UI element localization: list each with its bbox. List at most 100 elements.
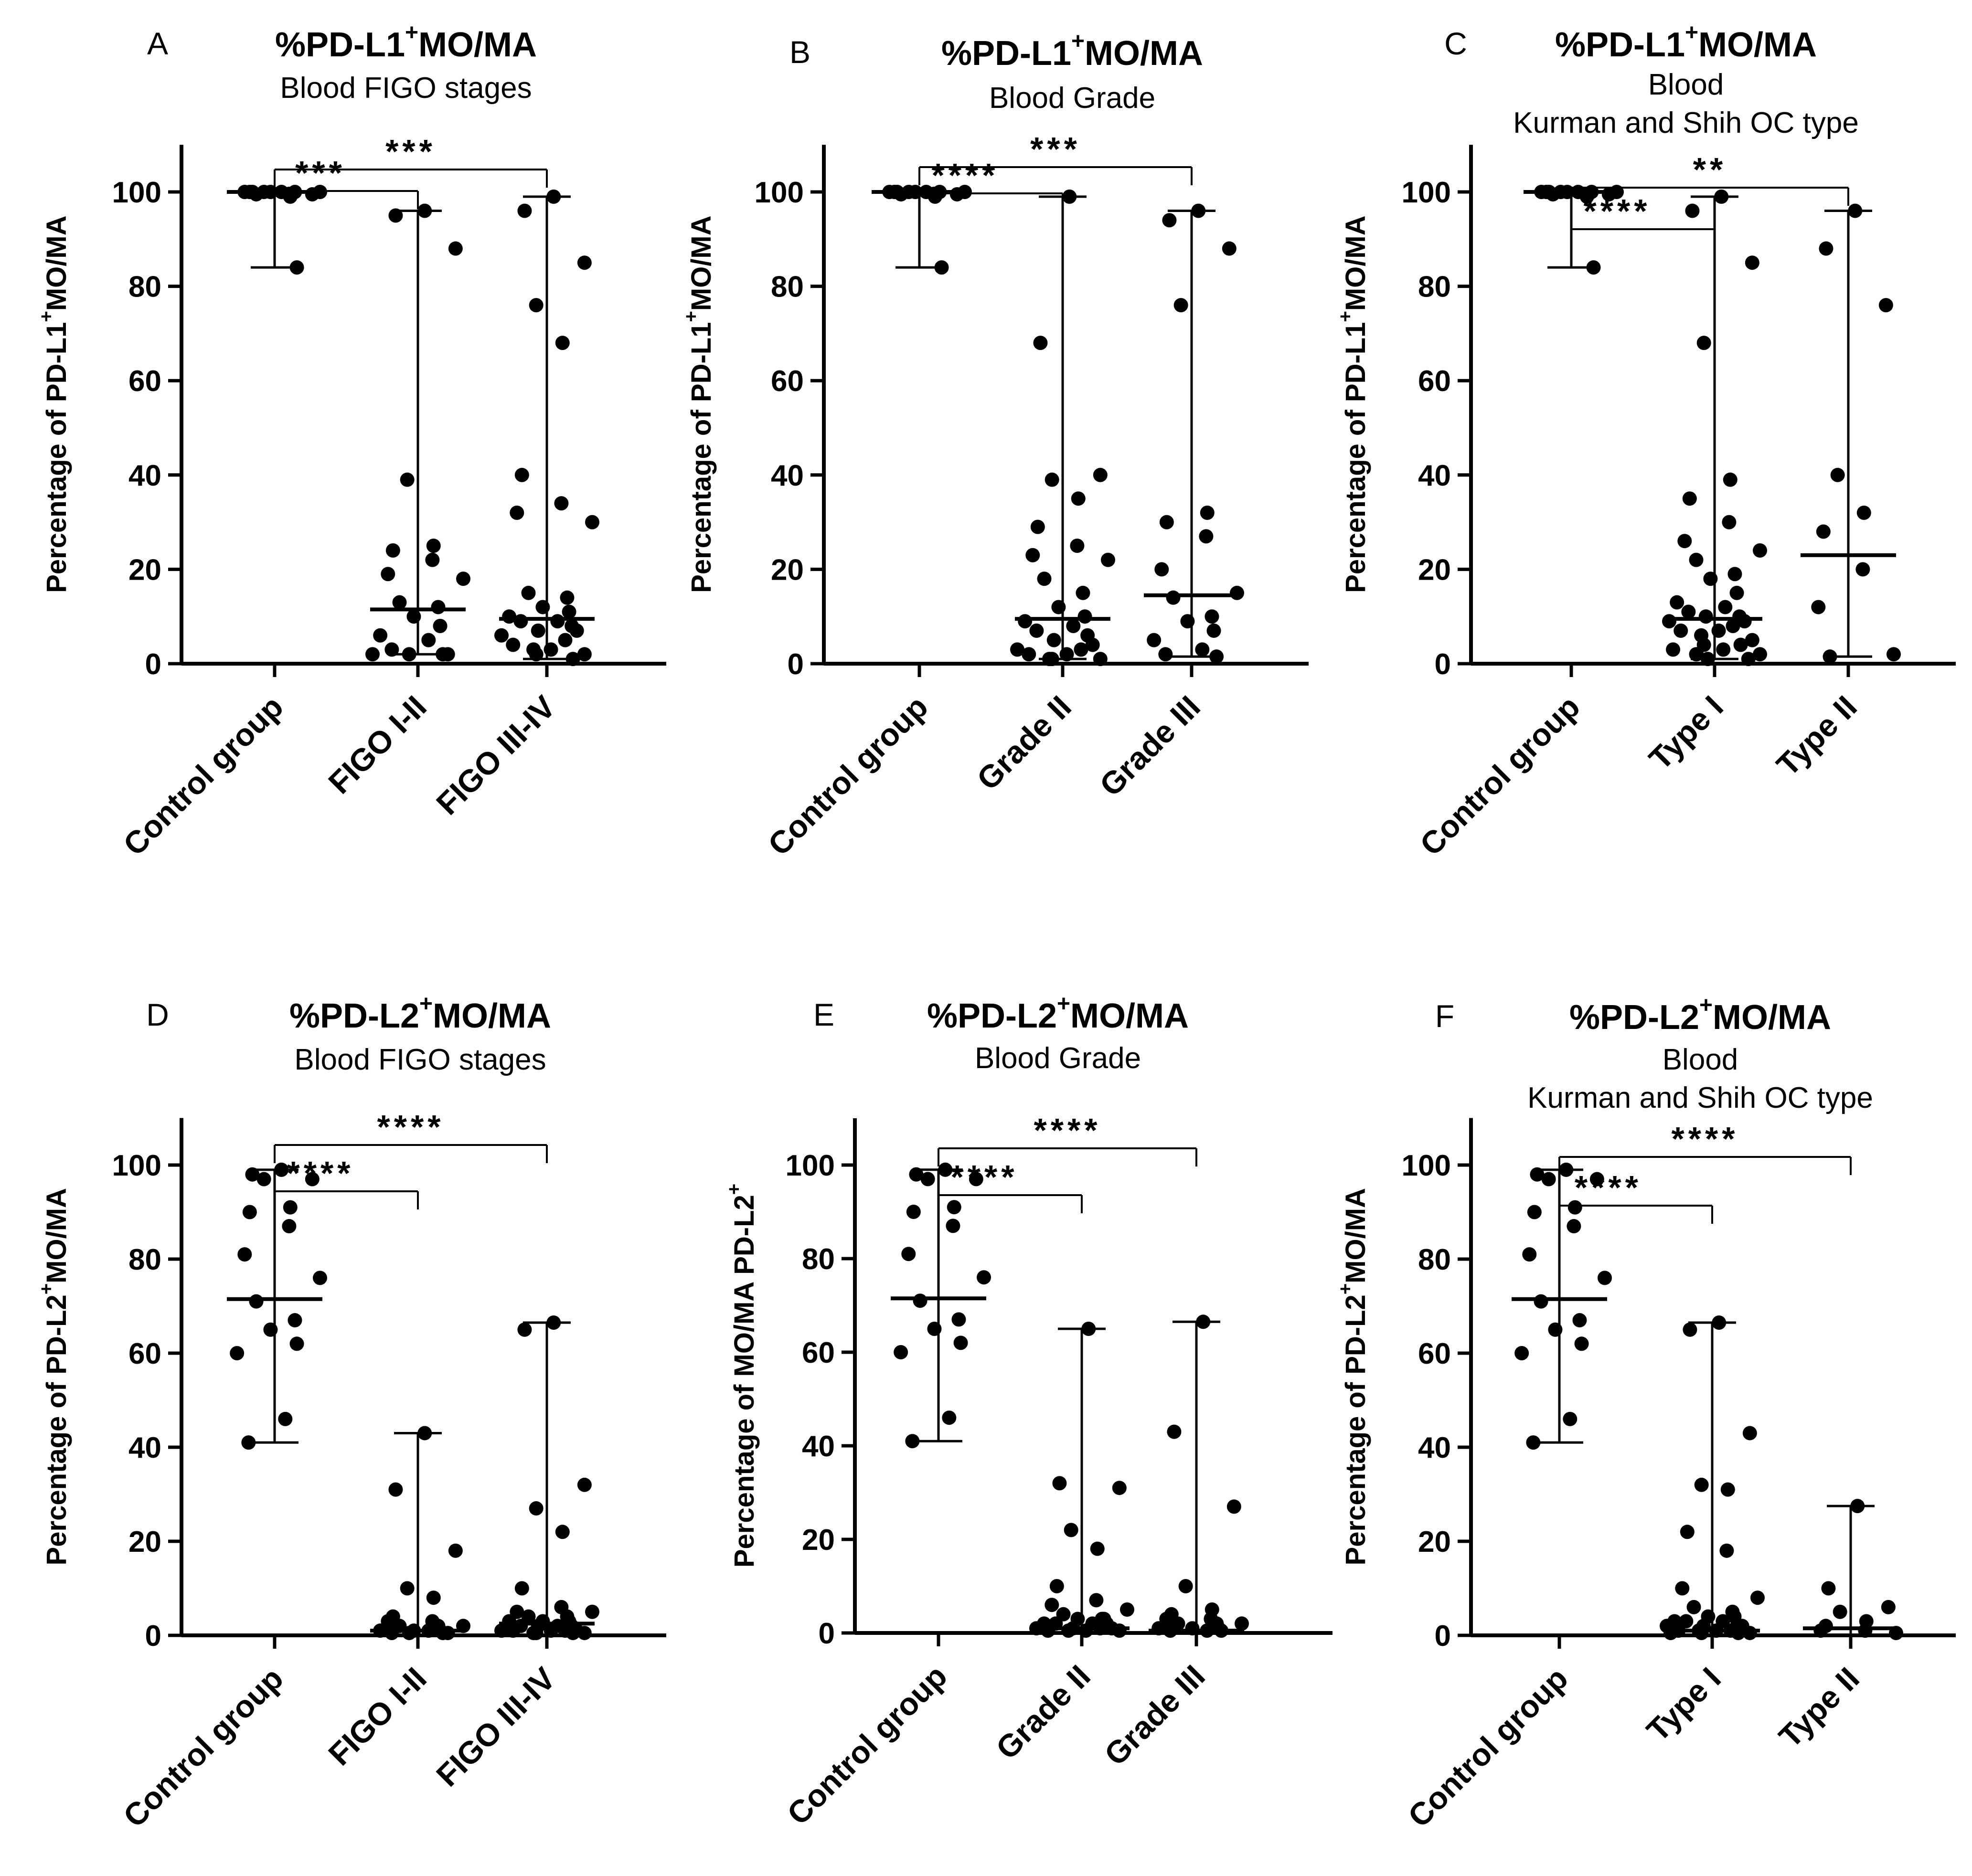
- data-point: [1093, 1621, 1108, 1636]
- y-tick-label: 40: [1418, 1431, 1451, 1464]
- panel-letter: F: [1435, 998, 1454, 1034]
- title-main: %PD-L1: [1555, 26, 1685, 64]
- data-point: [263, 1322, 278, 1337]
- data-point: [381, 567, 395, 582]
- significance-stars: ***: [1030, 130, 1081, 168]
- data-point: [1711, 623, 1726, 638]
- data-point: [426, 1590, 441, 1605]
- data-point: [1750, 1590, 1765, 1605]
- y-axis-label: Percentage of PD-L2+MO/MA: [36, 1188, 72, 1565]
- data-point: [555, 1525, 570, 1539]
- significance-bracket: ****: [1558, 1120, 1852, 1175]
- data-point: [1066, 618, 1081, 633]
- axes: 0 20 40 60 80 100 Percentage of PD-L1+MO/MA Con…: [36, 145, 666, 862]
- x-category-label: Type II: [1769, 689, 1864, 783]
- data-point: [513, 614, 528, 629]
- title-sup: +: [405, 20, 418, 45]
- data-point: [282, 1219, 297, 1234]
- significance-stars: ****: [1575, 1169, 1642, 1206]
- data-point: [417, 203, 432, 218]
- y-tick-label: 0: [819, 1617, 835, 1650]
- data-point: [1163, 1623, 1178, 1638]
- data-point: [1586, 260, 1601, 275]
- data-point: [249, 1294, 264, 1309]
- panel-letter: A: [147, 26, 168, 61]
- data-point: [1662, 614, 1676, 629]
- significance-stars: ****: [1672, 1120, 1739, 1157]
- x-category-label: Grade II: [989, 1658, 1097, 1766]
- y-tick-label: 20: [1418, 1526, 1451, 1558]
- data-point: [440, 1626, 455, 1641]
- data-point: [1230, 585, 1244, 600]
- title-tail: MO/MA: [1085, 34, 1203, 73]
- data-point: [1727, 567, 1742, 582]
- data-point: [951, 1312, 966, 1327]
- data-point: [555, 336, 570, 350]
- data-point: [289, 260, 304, 275]
- data-point: [1858, 1623, 1873, 1638]
- data-point: [544, 642, 558, 657]
- panel-letter: B: [789, 34, 810, 70]
- significance-stars: **: [1693, 151, 1727, 188]
- data-point: [529, 298, 544, 313]
- data-point: [373, 628, 388, 643]
- axes: 0 20 40 60 80 100 Percentage of PD-L1+MO/MA Con…: [1335, 145, 1956, 862]
- data-point: [901, 1247, 916, 1261]
- ylabel-post: MO/MA: [1340, 215, 1371, 311]
- data-point: [388, 1482, 403, 1497]
- data-point: [241, 1435, 256, 1450]
- significance-bracket: ****: [274, 1155, 419, 1209]
- data-point: [1823, 649, 1837, 664]
- data-point: [1848, 203, 1863, 218]
- panel-title: %PD-L2+MO/MA: [1569, 993, 1831, 1037]
- x-category-label: Control group: [780, 1658, 954, 1832]
- data-point: [1527, 1205, 1542, 1219]
- data-point: [565, 652, 580, 667]
- data-point: [1022, 647, 1036, 662]
- significance-stars: ****: [1584, 192, 1651, 230]
- data-point: [1830, 467, 1845, 482]
- group-control-group: [891, 1162, 991, 1449]
- data-point: [1534, 185, 1549, 199]
- data-point: [421, 1623, 436, 1638]
- data-point: [1166, 590, 1181, 605]
- ylabel-pre: Percentage of PD-L1: [686, 322, 717, 593]
- panel-subtitle: Kurman and Shih OC type: [1527, 1081, 1873, 1114]
- significance-bracket: ****: [1570, 192, 1716, 247]
- data-point: [1567, 1219, 1581, 1234]
- x-category-label: FIGO III-IV: [429, 1661, 562, 1793]
- title-main: %PD-L1: [941, 34, 1071, 73]
- data-point: [1214, 1623, 1229, 1638]
- data-point: [373, 1623, 388, 1638]
- data-point: [425, 552, 440, 567]
- data-point: [1567, 1200, 1582, 1215]
- data-point: [494, 1623, 509, 1638]
- data-point: [1685, 203, 1700, 218]
- data-point: [529, 1626, 544, 1641]
- data-point: [906, 1205, 921, 1219]
- data-point: [938, 1162, 953, 1177]
- y-tick-label: 100: [112, 1149, 161, 1182]
- panel-title: %PD-L2+MO/MA: [289, 991, 551, 1035]
- data-point: [531, 623, 545, 638]
- data-point: [1064, 1523, 1078, 1537]
- data-point: [1191, 203, 1206, 218]
- title-tail: MO/MA: [1070, 997, 1189, 1035]
- data-point: [1813, 1623, 1828, 1638]
- data-point: [913, 1293, 927, 1308]
- y-tick-label: 0: [1435, 1620, 1451, 1653]
- data-point: [1541, 1172, 1556, 1187]
- y-tick-label: 40: [771, 459, 804, 492]
- data-point: [384, 642, 399, 657]
- panel-title: %PD-L1+MO/MA: [1555, 20, 1817, 64]
- y-axis-label: Percentage of PD-L1+MO/MA: [36, 215, 72, 593]
- data-point: [1753, 543, 1767, 558]
- data-point: [546, 1315, 561, 1330]
- x-category-label: FIGO III-IV: [429, 689, 562, 822]
- data-point: [562, 604, 576, 619]
- data-point: [1729, 585, 1744, 600]
- y-tick-label: 0: [1435, 648, 1451, 681]
- data-point: [577, 255, 592, 270]
